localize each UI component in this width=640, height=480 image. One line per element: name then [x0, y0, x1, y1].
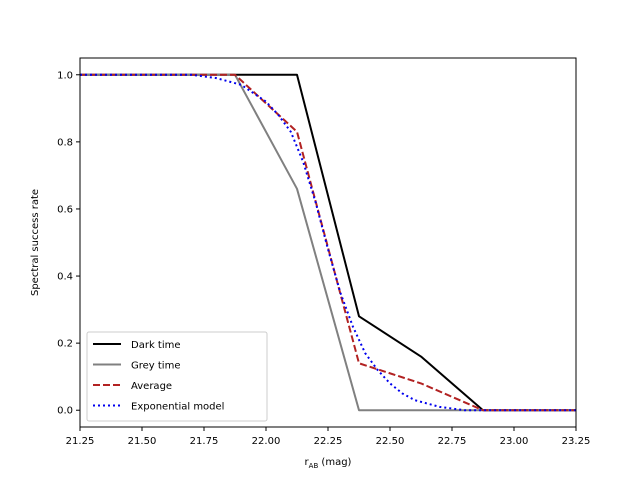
x-tick-label: 23.00: [500, 436, 529, 447]
x-tick-label: 22.75: [438, 436, 467, 447]
x-tick-label: 21.50: [128, 436, 157, 447]
series-line-exponential-model: [80, 73, 576, 412]
y-tick-label: 0.2: [57, 339, 73, 350]
legend-entry-label: Exponential model: [131, 402, 224, 413]
x-axis-label-unit: (mag): [318, 457, 351, 468]
x-tick-label: 22.50: [376, 436, 405, 447]
x-axis-ticks: 21.25 21.50 21.75 22.00 22.25 22.50 22.75 23.00…: [66, 427, 591, 447]
x-tick-label: 23.25: [562, 436, 591, 447]
y-tick-label: 1.0: [57, 70, 73, 81]
y-axis-ticks: 0.0 0.2 0.4 0.6 0.8 1.0: [57, 70, 80, 417]
series-line-average: [80, 73, 576, 412]
x-axis-label-main: r: [305, 457, 310, 468]
legend-entry-label: Average: [131, 381, 172, 392]
legend-entry-label: Grey time: [131, 361, 180, 372]
x-tick-label: 21.25: [66, 436, 95, 447]
legend: Dark time Grey time Average Exponential mod…: [86, 331, 268, 422]
x-axis-label: rAB (mag): [305, 457, 352, 470]
y-tick-label: 0.0: [57, 406, 73, 417]
y-axis-label: Spectral success rate: [30, 189, 41, 296]
x-tick-label: 22.00: [252, 436, 281, 447]
y-tick-label: 0.4: [57, 272, 73, 283]
y-tick-label: 0.6: [57, 204, 73, 215]
x-axis-label-subscript: AB: [309, 462, 319, 470]
x-tick-label: 22.25: [314, 436, 343, 447]
x-tick-label: 21.75: [190, 436, 219, 447]
y-tick-label: 0.8: [57, 137, 73, 148]
legend-entry-label: Dark time: [131, 340, 181, 351]
series-layer: [80, 73, 576, 412]
legend-box: [86, 331, 268, 422]
